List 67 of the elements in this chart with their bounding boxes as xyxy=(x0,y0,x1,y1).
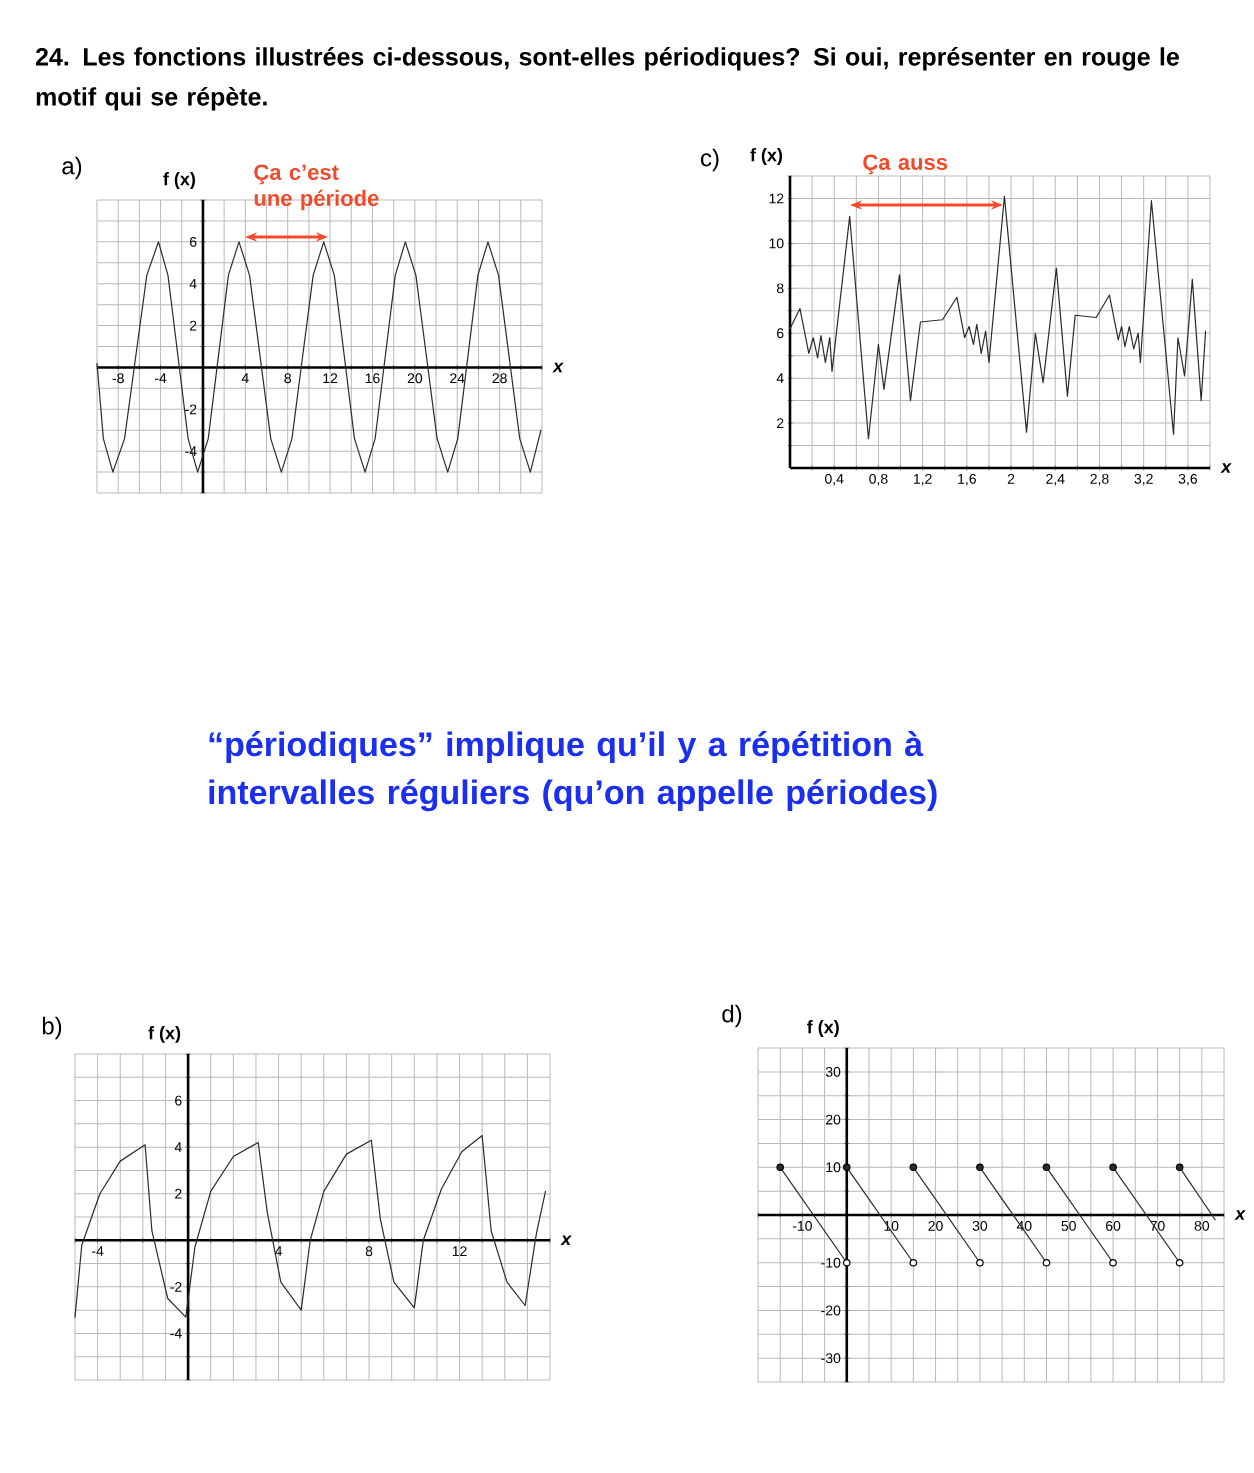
y-tick-label: 6 xyxy=(777,328,784,339)
x-tick-label: 80 xyxy=(1194,1220,1210,1231)
x-tick-label: -10 xyxy=(792,1220,812,1231)
y-axis-title: f (x) xyxy=(750,148,783,165)
x-tick-label: 20 xyxy=(407,373,423,384)
y-axis-title: f (x) xyxy=(807,1020,839,1037)
x-tick-label: 28 xyxy=(492,373,507,384)
y-axis-title: f (x) xyxy=(163,172,195,189)
x-tick-label: 0,8 xyxy=(869,473,888,486)
y-tick-label: 2 xyxy=(189,320,197,331)
y-tick-label: 4 xyxy=(174,1142,182,1152)
x-tick-label: 8 xyxy=(365,1246,373,1257)
line-series xyxy=(789,195,1207,440)
y-tick-label: -4 xyxy=(170,1328,182,1339)
x-tick-label: 16 xyxy=(365,373,380,384)
line-series xyxy=(74,1134,547,1318)
x-tick-label: 8 xyxy=(284,373,291,384)
y-tick-label: -2 xyxy=(170,1282,182,1292)
y-tick-label: -10 xyxy=(821,1257,841,1268)
x-axis-title: x xyxy=(552,362,564,373)
y-tick-label: 4 xyxy=(189,278,197,289)
x-tick-label: 24 xyxy=(450,373,465,384)
x-tick-label: 20 xyxy=(928,1220,943,1231)
x-axis-title: x xyxy=(1234,1210,1246,1220)
y-tick-label: 2 xyxy=(175,1188,182,1199)
x-tick-label: 2 xyxy=(1007,473,1015,484)
x-tick-label: 2,4 xyxy=(1046,473,1065,486)
x-tick-label: -4 xyxy=(92,1246,104,1256)
y-tick-label: 20 xyxy=(825,1114,841,1125)
y-axis-title: f (x) xyxy=(148,1026,181,1043)
y-tick-label: 2 xyxy=(777,418,784,428)
x-axis-title: x xyxy=(560,1235,572,1246)
x-tick-label: 0,4 xyxy=(825,473,844,486)
x-tick-label: 4 xyxy=(274,1246,283,1256)
text: “périodiques” implique qu’il y a répétition à intervalles réguliers (qu’on appelle périodes) xyxy=(209,731,937,812)
y-tick-label: 6 xyxy=(175,1095,182,1106)
chart-title: c) xyxy=(701,148,719,172)
y-tick-label: 10 xyxy=(769,238,784,249)
x-tick-label: 12 xyxy=(323,373,338,384)
y-tick-label: -20 xyxy=(821,1305,841,1316)
x-tick-label: 4 xyxy=(241,373,249,383)
x-tick-label: 1,2 xyxy=(913,473,932,486)
x-tick-label: 30 xyxy=(972,1220,988,1231)
text: Ça auss xyxy=(863,154,948,175)
x-tick-label: 3,2 xyxy=(1134,473,1153,486)
y-tick-label: 30 xyxy=(825,1066,841,1077)
y-tick-label: 10 xyxy=(826,1162,841,1173)
x-tick-label: 2,8 xyxy=(1090,473,1109,486)
y-tick-label: 12 xyxy=(769,193,784,204)
y-tick-label: 6 xyxy=(189,236,197,247)
y-tick-label: -2 xyxy=(185,404,197,415)
chart-title: b) xyxy=(42,1016,62,1040)
x-tick-label: 12 xyxy=(452,1246,467,1256)
x-tick-label: 50 xyxy=(1061,1220,1076,1231)
chart-title: a) xyxy=(62,156,82,180)
x-tick-label: 60 xyxy=(1106,1220,1121,1231)
y-tick-label: 8 xyxy=(776,283,784,294)
annotation: Ça c’est une période xyxy=(254,164,379,211)
text: 24. Les fonctions illustrées ci-dessous, sont-elles périodiques? Si oui, représenter en rouge le motif qui se répète. xyxy=(35,47,1179,111)
x-tick-label: -4 xyxy=(154,373,167,383)
y-tick-label: -30 xyxy=(821,1353,841,1364)
y-tick-label: -4 xyxy=(185,446,197,456)
x-tick-label: -8 xyxy=(112,373,124,384)
chart-title: d) xyxy=(722,1004,742,1028)
x-tick-label: 3,6 xyxy=(1178,473,1197,486)
x-axis-title: x xyxy=(1220,463,1232,473)
x-tick-label: 1,6 xyxy=(958,473,976,486)
